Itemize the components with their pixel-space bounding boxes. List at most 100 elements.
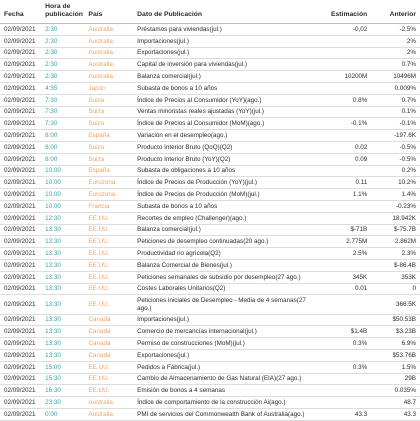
estimate-cell: 0.3% <box>317 337 372 350</box>
country-cell: Australia <box>84 408 134 421</box>
country-cell: EE.UU. <box>84 384 134 398</box>
table-row: 02/09/2021 13:30 Canadá Comercio de mercanc… <box>0 325 420 339</box>
estimate-cell: 0.3% <box>317 361 372 374</box>
estimate-cell <box>317 294 372 315</box>
time-cell: 15:30 <box>41 373 85 386</box>
column-header: Estimación <box>317 0 372 24</box>
table-row: 02/09/2021 16:30 EE.UU. Emisión de bonos a … <box>0 384 420 398</box>
event-cell: Costes Laborales Unitarios(Q2) <box>133 283 318 296</box>
table-row: 02/09/2021 4:35 Japón Subasta de bonos a 10… <box>0 82 420 95</box>
previous-cell: 18.942K <box>371 212 420 225</box>
table-row: 02/09/2021 0:00 Australia PMI de servicios … <box>0 408 420 421</box>
table-row: 02/09/2021 12:30 EE.UU. Recortes de empleo … <box>0 212 420 225</box>
country-cell: Australia <box>84 70 134 83</box>
country-cell: EE.UU. <box>84 247 134 260</box>
time-cell: 10:00 <box>41 165 85 178</box>
table-row: 02/09/2021 23:30 Australia Índice de compor… <box>0 396 420 409</box>
date-cell: 02/09/2021 <box>0 349 42 362</box>
table-row: 02/09/2021 10:00 Eurozona Índice de Precios… <box>0 176 420 190</box>
country-cell: España <box>84 165 134 178</box>
country-cell: EE.UU. <box>84 259 134 272</box>
date-cell: 02/09/2021 <box>0 176 42 190</box>
event-cell: Subasta de bonos a 10 años <box>133 200 318 213</box>
time-cell: 2:30 <box>41 70 85 83</box>
country-cell: EE.UU. <box>84 271 134 284</box>
column-header: Fecha <box>0 0 42 24</box>
time-cell: 10:00 <box>41 176 85 190</box>
time-cell: 13:30 <box>41 294 85 315</box>
date-cell: 02/09/2021 <box>0 58 42 72</box>
event-cell: Balanza comercial(jul.) <box>133 224 318 237</box>
time-cell: 10:00 <box>41 188 85 201</box>
table-row: 02/09/2021 8:00 Suiza Producto Interior Bru… <box>0 153 420 166</box>
previous-cell: 366.5K <box>371 294 420 315</box>
estimate-cell: 2.5% <box>317 247 372 260</box>
table-row: 02/09/2021 13:30 EE.UU. Peticiones semanale… <box>0 271 420 284</box>
table-row: 02/09/2021 2:30 Australia Préstamos para vi… <box>0 23 420 36</box>
table-row: 02/09/2021 8:00 España Variación en el dese… <box>0 129 420 142</box>
estimate-cell: -0,02 <box>317 23 372 36</box>
date-cell: 02/09/2021 <box>0 35 42 48</box>
table-row: 02/09/2021 7:30 Suiza Ventas minoristas rea… <box>0 106 420 119</box>
country-cell: Suiza <box>84 94 134 107</box>
table-row: 02/09/2021 13:30 EE.UU. Peticiones iniciale… <box>0 294 420 315</box>
time-cell: 15:00 <box>41 361 85 374</box>
estimate-cell: 1.1% <box>317 188 372 201</box>
table-row: 02/09/2021 10:00 España Subasta de obligaci… <box>0 165 420 178</box>
date-cell: 02/09/2021 <box>0 70 42 83</box>
previous-cell: 0.035% <box>371 384 420 398</box>
previous-cell: 2.862M <box>371 235 420 249</box>
country-cell: Canadá <box>84 349 134 362</box>
estimate-cell <box>317 106 372 119</box>
date-cell: 02/09/2021 <box>0 188 42 201</box>
previous-cell: 2% <box>371 35 420 48</box>
time-cell: 8:00 <box>41 153 85 166</box>
date-cell: 02/09/2021 <box>0 106 42 119</box>
estimate-cell <box>317 129 372 142</box>
time-cell: 2:30 <box>41 47 85 60</box>
previous-cell: -0.23% <box>371 200 420 213</box>
event-cell: Permiso de construcciones (MoM)(jul.) <box>133 337 318 350</box>
country-cell: EE.UU. <box>84 224 134 237</box>
estimate-cell <box>317 200 372 213</box>
column-header: País <box>84 0 134 24</box>
time-cell: 7:30 <box>41 117 85 131</box>
country-cell: Suiza <box>84 117 134 131</box>
event-cell: Comercio de mercancías internacional(jul… <box>133 325 318 339</box>
event-cell: Recortes de empleo (Challenger)(ago.) <box>133 212 318 225</box>
estimate-cell: 345K <box>317 271 372 284</box>
time-cell: 0:00 <box>41 408 85 421</box>
date-cell: 02/09/2021 <box>0 129 42 142</box>
date-cell: 02/09/2021 <box>0 396 42 409</box>
previous-cell: 29B <box>371 373 420 386</box>
date-cell: 02/09/2021 <box>0 94 42 107</box>
estimate-cell <box>317 212 372 225</box>
previous-cell: 353K <box>371 271 420 284</box>
estimate-cell <box>317 82 372 95</box>
country-cell: Australia <box>84 396 134 409</box>
previous-cell: -2.5% <box>371 23 420 36</box>
date-cell: 02/09/2021 <box>0 325 42 339</box>
column-header: Dato de Publicación <box>133 0 318 24</box>
country-cell: EE.UU. <box>84 373 134 386</box>
event-cell: Pedidos a Fábrica(jul.) <box>133 361 318 374</box>
estimate-cell: 2.775M <box>317 235 372 249</box>
previous-cell: 10.2% <box>371 176 420 190</box>
estimate-cell: 0.11 <box>317 176 372 190</box>
time-cell: 7:30 <box>41 94 85 107</box>
date-cell: 02/09/2021 <box>0 247 42 260</box>
time-cell: 4:35 <box>41 82 85 95</box>
previous-cell: 0.1% <box>371 106 420 119</box>
event-cell: Producto Interior Bruto (YoY)(Q2) <box>133 153 318 166</box>
event-cell: Variación en el desempleo(ago.) <box>133 129 318 142</box>
date-cell: 02/09/2021 <box>0 384 42 398</box>
estimate-cell: 0.09 <box>317 153 372 166</box>
time-cell: 8:00 <box>41 141 85 154</box>
time-cell: 2:30 <box>41 35 85 48</box>
previous-cell: 2% <box>371 47 420 60</box>
country-cell: EE.UU. <box>84 294 134 315</box>
table-row: 02/09/2021 15:00 EE.UU. Pedidos a Fábrica(j… <box>0 361 420 374</box>
country-cell: Francia <box>84 200 134 213</box>
time-cell: 13:30 <box>41 235 85 249</box>
event-cell: Peticiones de desempleo continuadas(20 a… <box>133 235 318 249</box>
